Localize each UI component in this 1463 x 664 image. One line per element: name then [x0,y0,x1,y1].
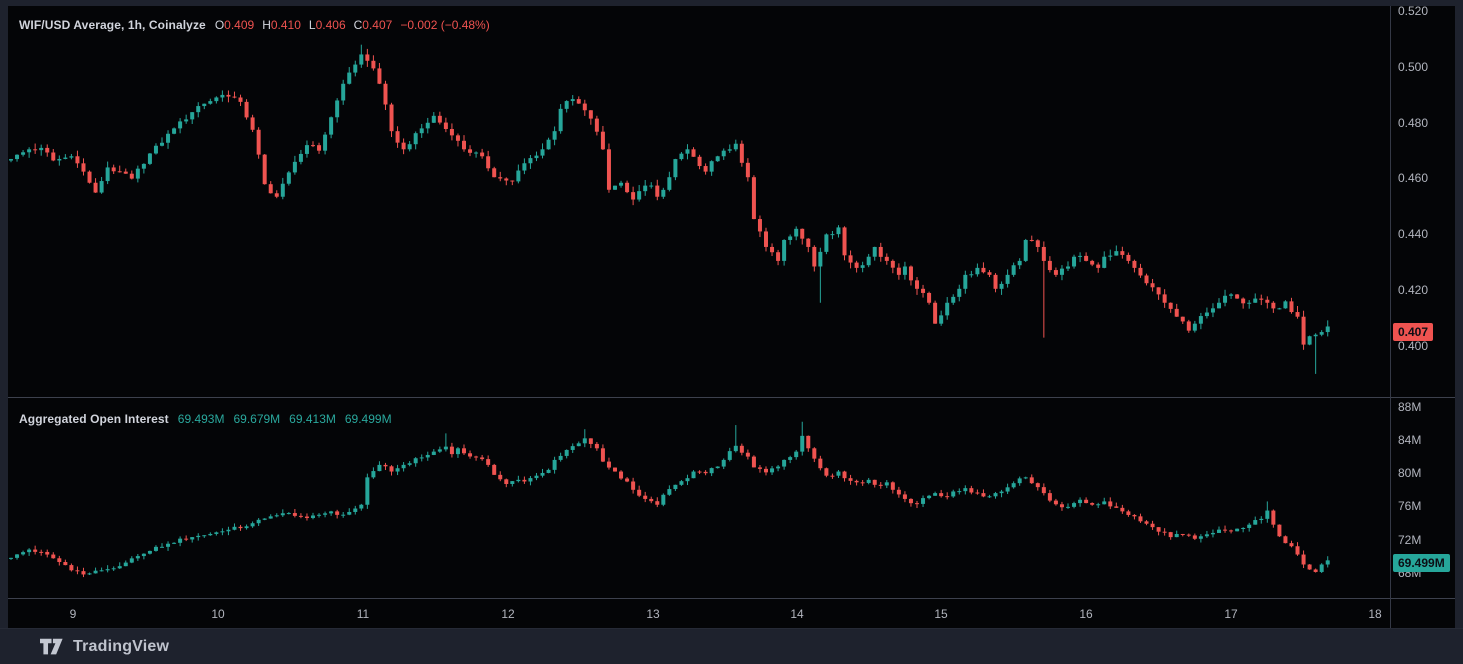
oi-tick: 76M [1398,499,1422,513]
ohlc-values: O0.409 H0.410 L0.406 C0.407 −0.002 (−0.48%) [215,18,490,32]
oi-ohlc-item: 69.499M [344,412,392,426]
price-tick: 0.440 [1398,227,1429,241]
tradingview-logo-icon [40,638,63,654]
oi-ohlc-item: 69.493M [177,412,225,426]
price-tick: 0.480 [1398,116,1429,130]
oi-title: Aggregated Open Interest [19,412,169,426]
time-tick: 16 [1079,607,1093,621]
oi-ohlc-item: 69.413M [289,412,336,426]
time-tick: 18 [1368,607,1382,621]
price-tick: 0.420 [1398,283,1429,297]
price-tick: 0.400 [1398,339,1429,353]
time-tick: 12 [501,607,515,621]
tradingview-attribution[interactable]: TradingView [40,638,169,656]
oi-legend: Aggregated Open Interest 69.493M 69.679M 6… [19,412,401,426]
oi-tick: 72M [1398,533,1422,547]
chart-background [8,6,1455,628]
price-tick: 0.520 [1398,4,1429,18]
pane-separator[interactable] [8,397,1455,398]
frame-left [0,0,8,628]
symbol-title: WIF/USD Average, 1h, Coinalyze [19,18,206,32]
last-oi-badge: 69.499M [1393,554,1450,572]
oi-tick: 88M [1398,400,1422,414]
time-tick: 14 [790,607,804,621]
oi-tick: 84M [1398,433,1422,447]
frame-right [1455,0,1463,628]
tradingview-logo-text: TradingView [73,637,170,655]
price-scale-separator [1390,6,1391,628]
oi-tick: 80M [1398,466,1422,480]
price-tick: 0.500 [1398,60,1429,74]
price-tick: 0.460 [1398,171,1429,185]
ohlc-item: O0.409 [214,18,255,32]
price-legend: WIF/USD Average, 1h, Coinalyze O0.409 H0.… [19,18,490,32]
time-tick: 15 [934,607,948,621]
time-axis-separator [8,598,1455,599]
oi-ohlc-item: 69.679M [233,412,281,426]
footer-bar: TradingView [0,628,1463,664]
price-pane-canvas[interactable] [0,0,1390,397]
ohlc-item: C0.407 [353,18,393,32]
change-value: −0.002 (−0.48%) [400,18,490,32]
ohlc-item: L0.406 [308,18,346,32]
oi-pane-canvas[interactable] [0,398,1390,598]
last-price-badge: 0.407 [1393,323,1434,341]
oi-ohlc-values: 69.493M 69.679M 69.413M 69.499M [178,412,401,426]
time-tick: 9 [69,607,77,621]
frame-top [0,0,1463,6]
time-tick: 11 [356,607,370,621]
ohlc-item: H0.410 [262,18,301,32]
time-tick: 13 [646,607,660,621]
time-tick: 17 [1224,607,1238,621]
time-tick: 10 [211,607,225,621]
